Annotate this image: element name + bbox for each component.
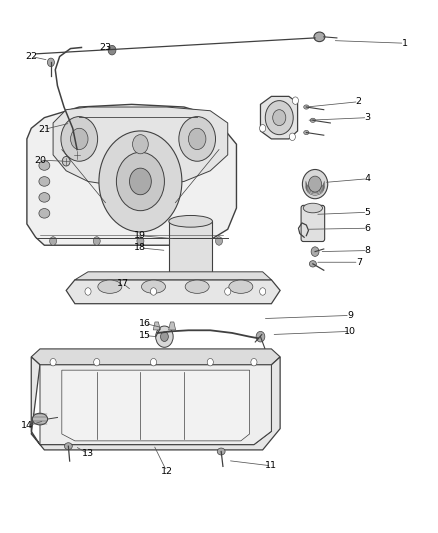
Ellipse shape [217,448,225,455]
Polygon shape [27,104,237,245]
Text: 18: 18 [134,244,146,253]
Ellipse shape [169,285,212,296]
Circle shape [117,152,164,211]
Ellipse shape [169,215,212,227]
Circle shape [133,135,148,154]
Ellipse shape [141,280,166,293]
Circle shape [265,101,293,135]
Circle shape [155,326,173,348]
Circle shape [47,58,54,67]
Circle shape [73,150,81,160]
Text: 11: 11 [265,462,277,470]
Text: 20: 20 [34,156,46,165]
Circle shape [289,133,295,141]
Circle shape [308,176,321,192]
Polygon shape [31,349,280,365]
Ellipse shape [304,105,309,109]
Circle shape [260,288,266,295]
Polygon shape [62,370,250,441]
Circle shape [273,110,286,126]
Circle shape [188,128,206,150]
Ellipse shape [304,131,309,135]
Ellipse shape [39,208,50,218]
Ellipse shape [39,161,50,170]
Text: 14: 14 [21,422,33,431]
Text: 1: 1 [402,39,408,48]
Circle shape [150,288,156,295]
Ellipse shape [98,280,122,293]
Ellipse shape [229,280,253,293]
Ellipse shape [64,443,72,450]
Polygon shape [53,107,228,187]
Ellipse shape [39,176,50,186]
Ellipse shape [32,413,48,425]
Circle shape [311,247,319,256]
Text: 15: 15 [139,331,151,340]
Polygon shape [66,280,280,304]
Polygon shape [75,272,272,280]
Circle shape [292,97,298,104]
Circle shape [62,157,70,166]
Text: 23: 23 [99,43,112,52]
Circle shape [93,237,100,245]
Polygon shape [31,357,280,450]
Circle shape [71,128,88,150]
Circle shape [108,45,116,55]
Text: 13: 13 [82,449,94,458]
Polygon shape [261,96,297,139]
Circle shape [85,288,91,295]
Ellipse shape [185,280,209,293]
Circle shape [150,359,156,366]
Ellipse shape [303,203,322,213]
Circle shape [179,117,215,161]
Polygon shape [153,322,160,330]
Circle shape [180,237,187,245]
Text: 5: 5 [364,208,371,217]
Circle shape [61,117,98,161]
Circle shape [225,288,231,295]
Text: 8: 8 [364,246,371,255]
Text: 19: 19 [134,231,146,240]
Circle shape [260,125,266,132]
Text: 12: 12 [161,467,173,475]
Circle shape [94,359,100,366]
Text: 9: 9 [347,311,353,320]
Text: 3: 3 [364,113,371,122]
Text: 2: 2 [356,97,362,106]
Text: 21: 21 [39,125,50,134]
Text: 4: 4 [364,174,371,183]
Circle shape [50,359,56,366]
Circle shape [99,131,182,232]
Circle shape [251,359,257,366]
Circle shape [49,237,57,245]
Polygon shape [169,322,176,330]
Circle shape [207,359,213,366]
Text: 22: 22 [25,52,37,61]
Text: 6: 6 [364,224,371,233]
FancyBboxPatch shape [301,205,325,241]
Circle shape [256,332,265,342]
Text: 17: 17 [117,279,129,288]
Ellipse shape [39,192,50,202]
Ellipse shape [310,118,315,123]
Ellipse shape [314,32,325,42]
Text: 10: 10 [344,327,356,336]
Text: 16: 16 [139,319,151,328]
Circle shape [215,237,223,245]
Ellipse shape [302,169,328,199]
Ellipse shape [309,261,316,267]
Circle shape [137,237,144,245]
Text: 7: 7 [356,258,362,266]
Circle shape [160,332,168,342]
Circle shape [130,168,151,195]
Polygon shape [40,365,272,445]
Polygon shape [169,221,212,290]
